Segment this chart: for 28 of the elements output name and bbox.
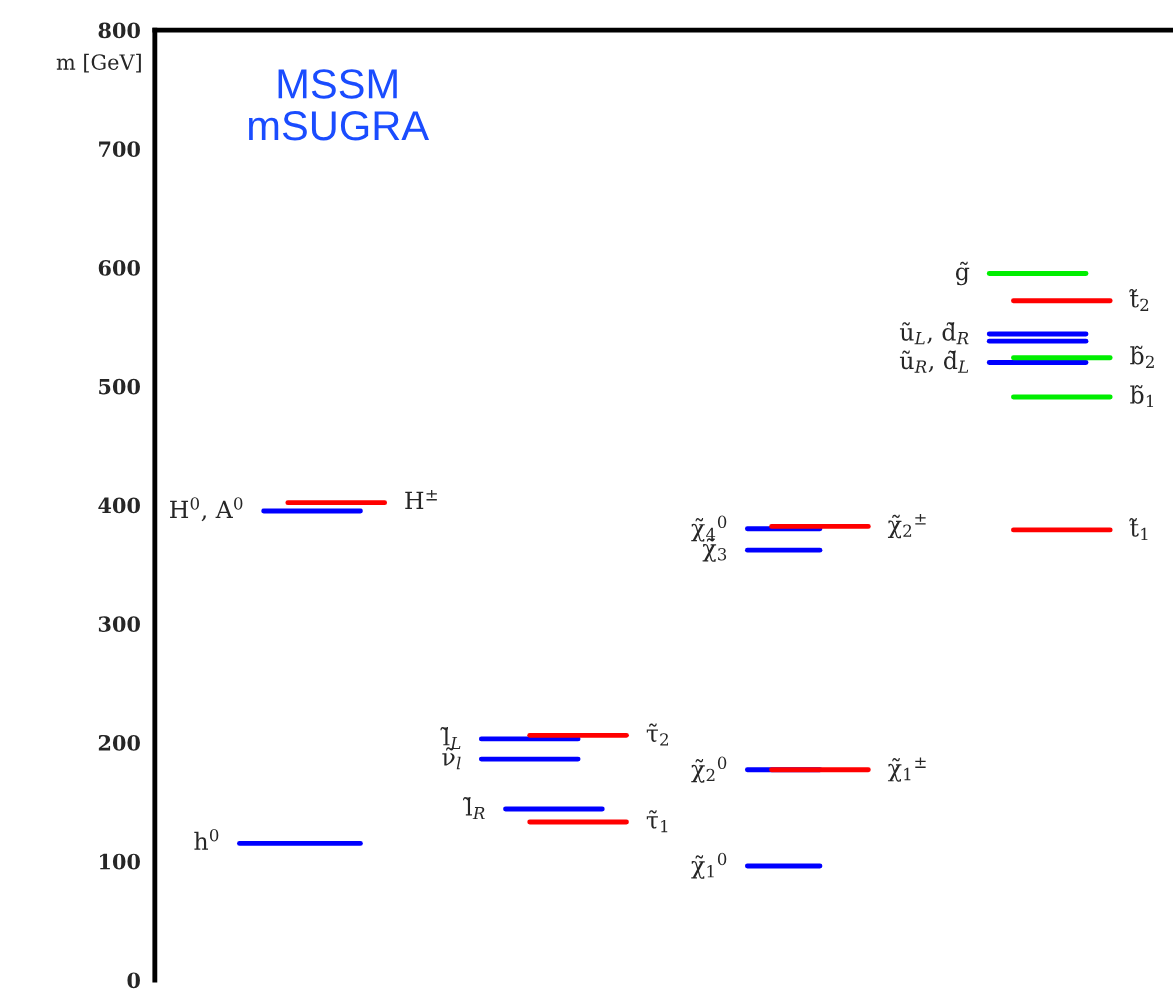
series-label: t̃$_{1}$ (1129, 518, 1148, 541)
y-tick-label: 400 (98, 497, 140, 514)
annotation: MSSM mSUGRA (249, 69, 430, 141)
series-label: χ̃$_{2}$$^{0}$ (691, 756, 727, 783)
y-axis-title: m [GeV] (56, 53, 141, 73)
y-tick-label: 0 (127, 972, 140, 989)
y-tick-label: 700 (99, 141, 140, 158)
y-tick-label: 300 (98, 616, 140, 632)
series-label: l̃$_{R}$ (462, 797, 485, 820)
series-label: b̃$_{2}$ (1130, 345, 1154, 368)
series-label: τ̃$_{1}$ (646, 810, 668, 833)
y-tick-label: 600 (98, 259, 140, 276)
series-label: h$^{0}$ (194, 828, 219, 850)
series-label: H$^{±}$ (405, 490, 437, 509)
y-tick-label: 100 (100, 853, 140, 870)
series-label: H$^{0}$, A$^{0}$ (170, 497, 243, 522)
series-label: t̃$_{2}$ (1129, 288, 1149, 311)
y-tick-label: 800 (98, 22, 140, 39)
y-tick-label: 500 (99, 378, 140, 395)
series-label: g̃ (955, 261, 970, 286)
series-label: ũ$_{L}$, d̃$_{R}$ (899, 322, 969, 345)
series-label: χ̃$_{1}$$^{0}$ (691, 852, 727, 879)
series-label: χ̃$_{2}$$^{±}$ (887, 514, 926, 539)
series-label: ũ$_{R}$, d̃$_{L}$ (899, 350, 969, 373)
series-label: χ̃$_{1}$$^{±}$ (887, 757, 926, 782)
y-tick-label: 200 (98, 734, 140, 751)
series-label: b̃$_{1}$ (1130, 385, 1154, 408)
series-label: τ̃$_{2}$ (646, 723, 668, 746)
